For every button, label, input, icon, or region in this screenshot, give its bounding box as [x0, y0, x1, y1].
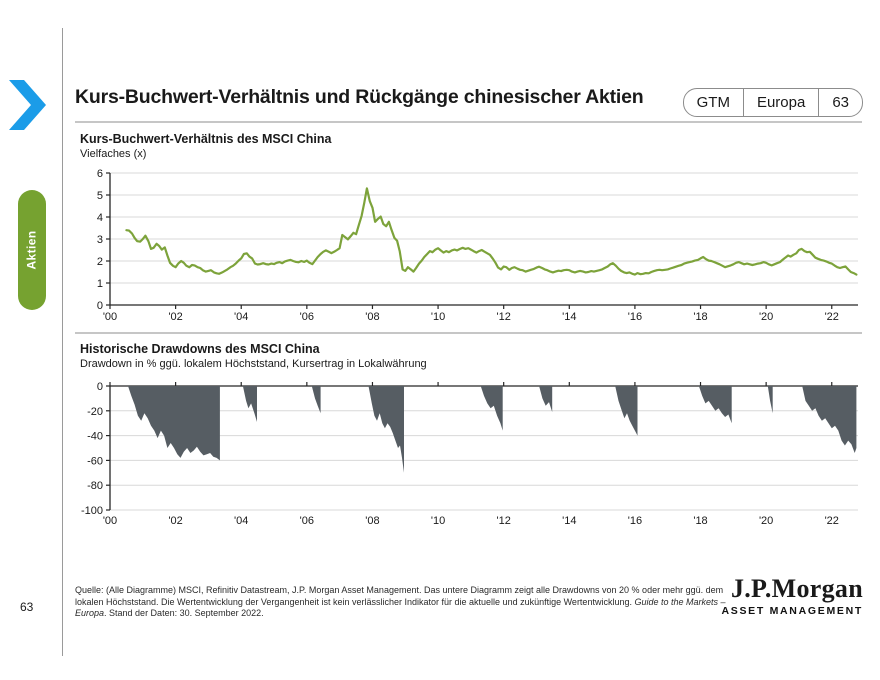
svg-text:'02: '02 [168, 515, 182, 527]
svg-text:1: 1 [97, 278, 103, 290]
svg-text:'12: '12 [497, 515, 511, 527]
svg-text:'12: '12 [497, 311, 511, 323]
page-number: 63 [20, 600, 34, 614]
sidebar-tab-label: Aktien [25, 230, 40, 270]
svg-text:'02: '02 [168, 311, 182, 323]
svg-text:'18: '18 [693, 311, 707, 323]
svg-text:5: 5 [97, 190, 103, 202]
title-divider [75, 121, 862, 123]
svg-text:-20: -20 [87, 406, 103, 418]
svg-text:6: 6 [97, 168, 103, 180]
chart1-title: Kurs-Buchwert-Verhältnis des MSCI China [80, 132, 332, 146]
svg-text:'10: '10 [431, 515, 445, 527]
svg-text:'06: '06 [300, 311, 314, 323]
jpmorgan-logo: J.P.Morgan ASSET MANAGEMENT [721, 574, 863, 618]
sidebar-tab-aktien[interactable]: Aktien [18, 190, 46, 310]
svg-text:'22: '22 [825, 515, 839, 527]
jpmorgan-logo-sub: ASSET MANAGEMENT [721, 605, 863, 617]
source-footnote: Quelle: (Alle Diagramme) MSCI, Refinitiv… [75, 585, 739, 620]
footnote-text-after: . Stand der Daten: 30. September 2022. [104, 608, 264, 619]
svg-text:'16: '16 [628, 515, 642, 527]
svg-text:'08: '08 [365, 515, 379, 527]
svg-text:'10: '10 [431, 311, 445, 323]
svg-text:'04: '04 [234, 311, 248, 323]
svg-text:'14: '14 [562, 515, 576, 527]
svg-text:'14: '14 [562, 311, 576, 323]
chart1-subtitle: Vielfaches (x) [80, 148, 147, 160]
svg-text:'20: '20 [759, 311, 773, 323]
svg-text:2: 2 [97, 256, 103, 268]
svg-text:'00: '00 [103, 311, 117, 323]
svg-text:3: 3 [97, 234, 103, 246]
gtm-badge-number: 63 [818, 89, 862, 116]
svg-text:0: 0 [97, 300, 103, 312]
drawdown-area-chart: 0 -20 -40 -60 -80 -100'00 '02 '04 '06 '08 '10 '12 '1… [81, 381, 858, 527]
pb-ratio-line-chart: 0 1 2 3 4 5 6 '00 '02 '04 '06 '08 '10 '12 '14 '16 '18 '20… [97, 168, 858, 323]
svg-text:'04: '04 [234, 515, 248, 527]
page-title: Kurs-Buchwert-Verhältnis und Rückgänge c… [75, 86, 644, 108]
svg-text:'06: '06 [300, 515, 314, 527]
chevron-right-icon [9, 80, 46, 130]
svg-text:'08: '08 [365, 311, 379, 323]
left-margin-rule [62, 28, 63, 656]
gtm-badge: GTM Europa 63 [682, 88, 863, 117]
footnote-italic: Guide to the Markets – Europa [75, 596, 726, 619]
mid-divider [75, 332, 862, 334]
chart2-title: Historische Drawdowns des MSCI China [80, 342, 320, 356]
svg-text:-40: -40 [87, 431, 103, 443]
svg-text:-80: -80 [87, 480, 103, 492]
svg-text:'20: '20 [759, 515, 773, 527]
svg-text:'22: '22 [825, 311, 839, 323]
svg-text:'16: '16 [628, 311, 642, 323]
svg-text:'00: '00 [103, 515, 117, 527]
svg-text:-100: -100 [81, 505, 103, 517]
svg-text:-60: -60 [87, 455, 103, 467]
svg-text:'18: '18 [693, 515, 707, 527]
footnote-text: Quelle: (Alle Diagramme) MSCI, Refinitiv… [75, 585, 724, 607]
jpmorgan-logo-name: J.P.Morgan [730, 574, 863, 603]
gtm-badge-region: Europa [742, 89, 818, 116]
gtm-badge-gtm: GTM [696, 94, 730, 111]
svg-text:4: 4 [97, 212, 103, 224]
chart2-subtitle: Drawdown in % ggü. lokalem Höchststand, … [80, 358, 427, 370]
svg-text:0: 0 [97, 381, 103, 393]
